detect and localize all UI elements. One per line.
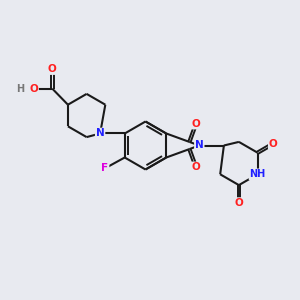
Text: O: O: [192, 118, 200, 129]
Text: O: O: [29, 84, 38, 94]
Text: O: O: [235, 198, 243, 208]
Text: F: F: [101, 163, 109, 173]
Text: H: H: [16, 84, 24, 94]
Text: O: O: [48, 64, 57, 74]
Text: NH: NH: [250, 169, 266, 179]
Text: N: N: [96, 128, 104, 139]
Text: O: O: [269, 139, 278, 149]
Text: O: O: [192, 162, 200, 172]
Text: N: N: [195, 140, 204, 151]
